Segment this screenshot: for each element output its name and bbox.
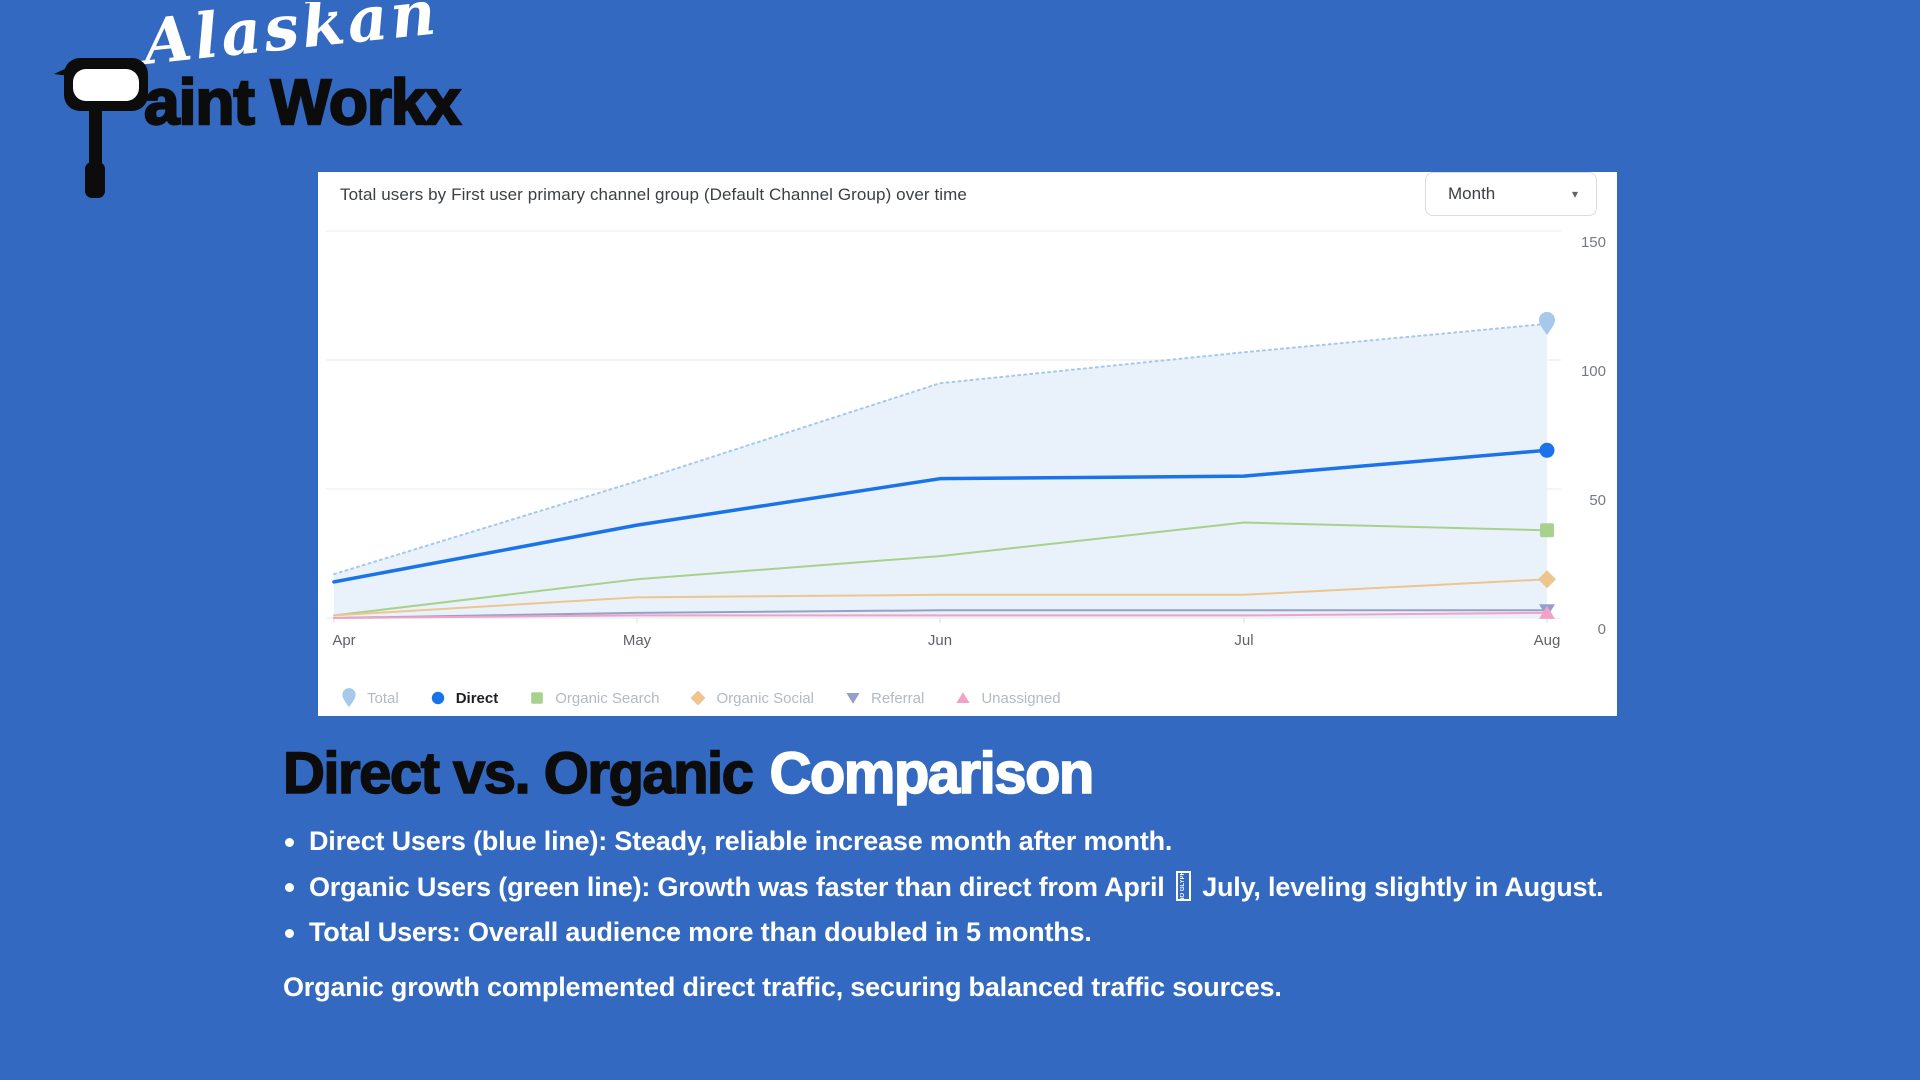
circle-icon [431, 691, 444, 705]
bullet-text: Organic Users (green line): Growth was f… [309, 871, 1604, 902]
logo-main-text: aint Workx [144, 66, 461, 138]
endpoint-marker-direct [1539, 442, 1555, 458]
series-line-direct [332, 448, 1549, 584]
summary-footer-text: Organic growth complemented direct traff… [283, 972, 1282, 1002]
bullet-dot [285, 838, 294, 847]
paint-roller-p-icon [54, 58, 148, 198]
y-axis-tick-label: 0 [1598, 621, 1606, 638]
diamond-icon [690, 690, 706, 706]
legend-label: Total [367, 689, 399, 707]
chart-plot: 0 50 100 150 Apr May Jun Jul Aug [326, 230, 1606, 649]
x-axis-tick-label: Jun [928, 632, 952, 649]
endpoint-marker-organic-search [1540, 523, 1554, 538]
y-axis-tick-label: 150 [1581, 234, 1606, 251]
legend-item-total[interactable]: Total [340, 688, 399, 708]
granularity-value: Month [1448, 184, 1496, 203]
legend-item-organic-search[interactable]: Organic Search [528, 688, 659, 708]
brand-logo: Alaskan aint Workx [28, 0, 528, 212]
series-line-total [333, 322, 1548, 576]
series-line-referral [333, 609, 1548, 619]
bullet-item-2: Organic Users (green line): Growth was f… [285, 871, 1604, 903]
legend-label: Organic Social [716, 689, 814, 707]
x-axis-tick-label: Apr [332, 632, 355, 649]
series-line-unassigned [333, 611, 1548, 619]
chart-title: Total users by First user primary channe… [340, 185, 967, 204]
bullet-text: Total Users: Overall audience more than … [309, 917, 1092, 947]
bullet-text: Direct Users (blue line): Steady, reliab… [309, 826, 1173, 856]
triangle-up-icon [956, 692, 970, 703]
bullet-dot [285, 883, 294, 892]
pin-icon [342, 688, 356, 708]
page-title: Direct vs. Organic Comparison [282, 740, 1095, 807]
series-line-organic-search [333, 521, 1548, 617]
square-icon [531, 692, 544, 704]
y-axis-tick-label: 50 [1589, 492, 1606, 509]
bullet-item-1: Direct Users (blue line): Steady, reliab… [285, 826, 1603, 857]
legend-label: Direct [455, 689, 499, 707]
x-axis-tick-label: Aug [1534, 632, 1561, 649]
x-axis-tick-label: Jul [1234, 632, 1253, 649]
logo-graphic: Alaskan aint Workx [54, 0, 464, 198]
missing-glyph-box: NO GLYPH [1175, 871, 1191, 901]
bullet-dot [285, 929, 294, 938]
legend-label: Referral [870, 689, 925, 707]
endpoint-marker-total [1539, 311, 1555, 335]
legend-item-organic-social[interactable]: Organic Social [689, 688, 814, 708]
summary-bullet-list: Direct Users (blue line): Steady, reliab… [285, 826, 1604, 962]
total-area-fill [334, 323, 1547, 618]
granularity-dropdown[interactable]: Month ▾ [1425, 172, 1597, 216]
legend-item-direct[interactable]: Direct [429, 688, 499, 708]
legend-label: Organic Search [555, 689, 660, 707]
analytics-chart-card: Total users by First user primary channe… [318, 172, 1617, 716]
triangle-down-icon [846, 693, 860, 704]
y-axis-tick-label: 100 [1581, 363, 1606, 380]
endpoint-marker-unassigned [1539, 605, 1555, 619]
endpoint-marker-organic-social [1538, 570, 1556, 589]
x-axis-tick-label: May [623, 632, 652, 649]
series-line-organic-social [333, 578, 1548, 617]
legend-item-referral[interactable]: Referral [844, 688, 924, 708]
page-title-white: Comparison [769, 740, 1095, 807]
bullet-item-3: Total Users: Overall audience more than … [285, 917, 1603, 948]
legend-item-unassigned[interactable]: Unassigned [954, 688, 1061, 708]
legend-label: Unassigned [981, 689, 1061, 707]
page-title-black: Direct vs. Organic [282, 740, 755, 807]
chart-legend: Total Direct Organic Search Organic Social R… [340, 688, 1061, 708]
chevron-down-icon: ▾ [1571, 187, 1578, 201]
